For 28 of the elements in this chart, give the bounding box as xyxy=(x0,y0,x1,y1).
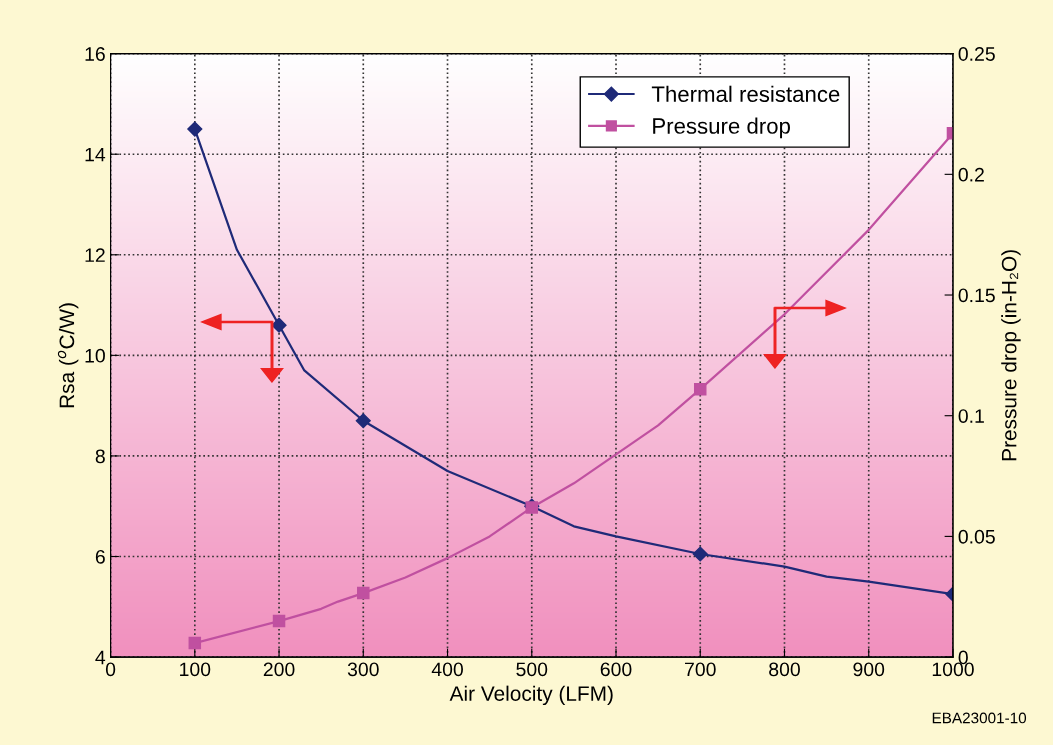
y-tick-label: 16 xyxy=(85,47,105,61)
y2-tick-label: 0.2 xyxy=(958,167,984,182)
y-axis-title: Rsa ($^{o}$C/W) xyxy=(57,303,79,408)
legend-label: Pressure drop xyxy=(653,117,790,139)
y-tick-label: 14 xyxy=(85,147,106,162)
y2-axis-title: Pressure drop (in-H₂O) xyxy=(1001,250,1021,461)
y-tick-label: 10 xyxy=(85,348,105,363)
x-tick-label: 800 xyxy=(769,662,800,677)
legend-label: Thermal resistance xyxy=(651,85,840,103)
y-tick-label: 6 xyxy=(95,549,105,564)
y2-tick-label: 0.15 xyxy=(958,288,995,303)
x-tick-label: 0 xyxy=(105,662,116,677)
x-tick-label: 500 xyxy=(516,662,548,677)
x-tick-label: 900 xyxy=(853,662,885,677)
x-tick-label: 600 xyxy=(600,662,632,677)
x-axis-title: Air Velocity (LFM) xyxy=(449,685,613,706)
x-tick-label: 300 xyxy=(347,662,379,677)
y2-tick-label: 0.05 xyxy=(958,529,995,544)
y2-tick-label: 0.25 xyxy=(958,47,995,61)
text: EBA23001-10 xyxy=(932,712,1027,724)
y-tick-label: 4 xyxy=(95,650,106,665)
x-tick-label: 200 xyxy=(263,662,295,677)
y-tick-label: 8 xyxy=(95,449,105,464)
y-tick-label: 12 xyxy=(85,248,105,262)
x-tick-label: 400 xyxy=(431,662,463,677)
y2-tick-label: 0.1 xyxy=(958,409,984,423)
x-tick-label: 100 xyxy=(180,662,211,677)
x-tick-label: 700 xyxy=(685,662,716,677)
